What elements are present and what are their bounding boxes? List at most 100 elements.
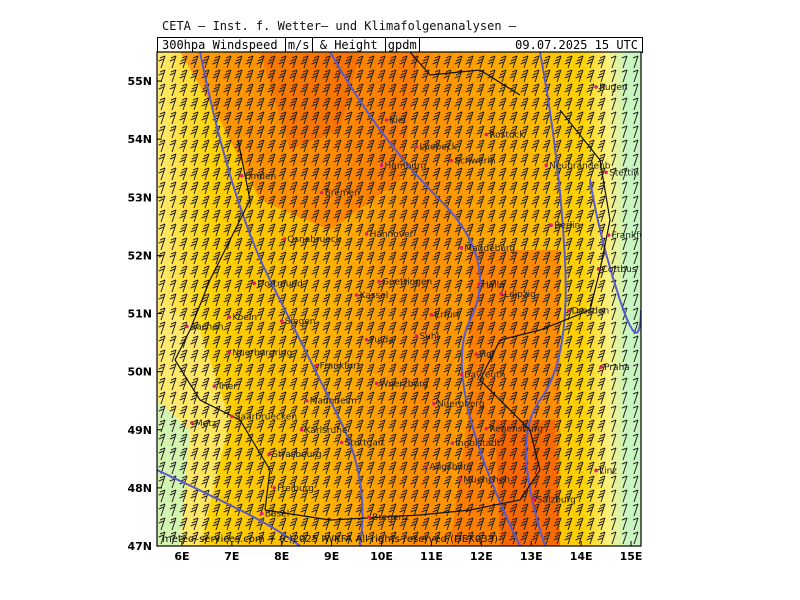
wind-barb — [179, 195, 188, 209]
wind-barb — [245, 251, 254, 265]
wind-barb — [201, 139, 210, 153]
wind-barb — [300, 153, 309, 167]
wind-barb — [311, 349, 320, 363]
wind-barb — [498, 321, 507, 335]
wind-barb — [190, 321, 199, 335]
wind-barb — [421, 517, 430, 531]
wind-barb — [454, 377, 463, 391]
wind-barb — [509, 167, 518, 181]
wind-barb — [610, 251, 617, 265]
wind-barb — [377, 237, 386, 251]
wind-barb — [575, 69, 584, 83]
wind-barb — [179, 419, 188, 433]
wind-barb — [201, 335, 210, 349]
wind-barb — [399, 433, 408, 447]
wind-barb — [377, 195, 386, 209]
wind-barb — [278, 97, 287, 111]
wind-barb — [377, 489, 386, 503]
wind-barb — [322, 111, 331, 125]
wind-barb — [476, 55, 485, 69]
wind-barb — [432, 55, 441, 69]
wind-barb — [632, 111, 639, 125]
wind-barb — [289, 251, 298, 265]
calm-area-west — [157, 400, 190, 546]
wind-barb — [169, 349, 177, 363]
wind-barb — [597, 475, 606, 489]
wind-barb — [575, 461, 584, 475]
wind-barb — [586, 321, 595, 335]
wind-barb — [465, 251, 474, 265]
wind-barb — [621, 475, 628, 489]
wind-barb — [201, 321, 210, 335]
lat-label-53N: 53N — [127, 191, 152, 204]
wind-barb — [465, 139, 474, 153]
wind-barb — [476, 517, 485, 531]
wind-barb — [223, 209, 232, 223]
wind-barb — [267, 335, 276, 349]
wind-barb — [322, 489, 331, 503]
wind-barb — [586, 265, 595, 279]
wind-barb — [498, 489, 507, 503]
wind-barb — [410, 461, 419, 475]
wind-barb — [586, 517, 595, 531]
wind-barb — [421, 97, 430, 111]
wind-barb — [256, 237, 265, 251]
wind-barb — [344, 251, 353, 265]
wind-barb — [377, 433, 386, 447]
wind-barb — [289, 167, 298, 181]
wind-barb — [212, 97, 221, 111]
wind-barb — [322, 321, 331, 335]
wind-barb — [289, 405, 298, 419]
wind-barb — [289, 447, 298, 461]
wind-barb — [586, 209, 595, 223]
wind-barb — [212, 223, 221, 237]
wind-barb — [158, 111, 166, 125]
wind-barb — [465, 125, 474, 139]
wind-barb — [169, 293, 177, 307]
wind-barb — [542, 223, 551, 237]
height-contours — [157, 52, 641, 546]
wind-barb — [223, 111, 232, 125]
wind-barb — [245, 83, 254, 97]
wind-barb — [322, 195, 331, 209]
wind-barb — [234, 489, 243, 503]
wind-barb — [575, 279, 584, 293]
wind-barb — [465, 531, 474, 545]
wind-barb — [443, 279, 452, 293]
wind-barb — [443, 391, 452, 405]
wind-barb — [190, 83, 199, 97]
wind-barb — [632, 223, 639, 237]
wind-barb — [553, 461, 562, 475]
wind-barb — [443, 55, 452, 69]
wind-barb — [190, 167, 199, 181]
wind-barb — [610, 83, 617, 97]
wind-barb — [179, 181, 188, 195]
wind-barb — [432, 125, 441, 139]
wind-barb — [366, 181, 375, 195]
wind-barb — [169, 167, 177, 181]
wind-barb — [575, 503, 584, 517]
wind-barb — [509, 293, 518, 307]
city-fulda: Fulda — [364, 336, 394, 346]
wind-barb — [465, 195, 474, 209]
wind-barb — [388, 335, 397, 349]
wind-barb — [575, 251, 584, 265]
wind-barb — [564, 503, 573, 517]
wind-barb — [179, 447, 188, 461]
height-contour — [525, 52, 567, 546]
wind-barb — [267, 83, 276, 97]
wind-barb — [311, 139, 320, 153]
wind-barb — [542, 475, 551, 489]
wind-barb — [610, 377, 617, 391]
wind-barb — [179, 237, 188, 251]
wind-barb — [377, 251, 386, 265]
wind-barb — [575, 517, 584, 531]
wind-barb — [621, 111, 628, 125]
wind-barb — [597, 517, 606, 531]
wind-barb — [344, 391, 353, 405]
wind-barb — [476, 391, 485, 405]
city-schwerin: Schwerin — [449, 157, 496, 167]
wind-barb — [399, 321, 408, 335]
wind-barb — [234, 55, 243, 69]
wind-barb — [245, 349, 254, 363]
